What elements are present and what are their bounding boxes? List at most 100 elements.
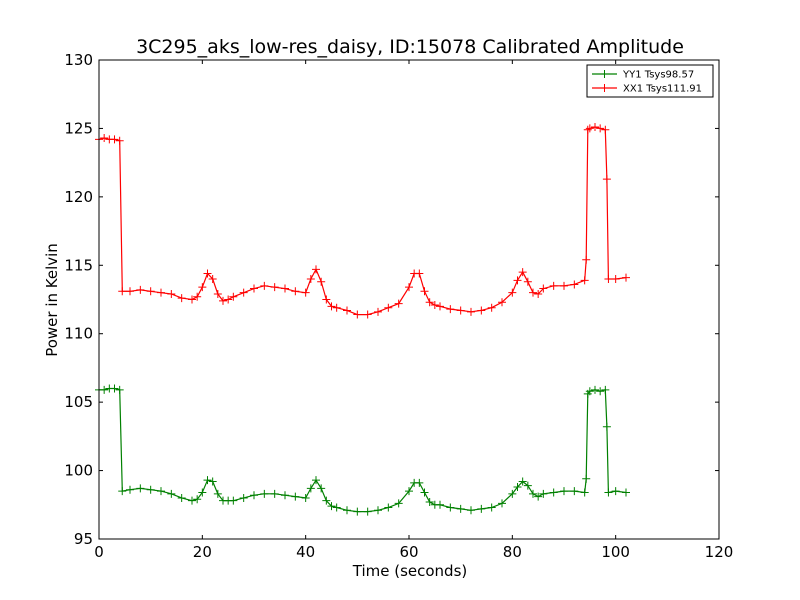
data-point: [487, 303, 496, 312]
data-point: [487, 503, 496, 512]
data-point: [604, 488, 613, 497]
series-1: [95, 123, 630, 319]
data-point: [167, 489, 176, 498]
data-point: [291, 287, 300, 296]
data-point: [430, 300, 439, 309]
data-point: [529, 288, 537, 297]
data-point: [384, 503, 393, 512]
x-tick-label: 120: [705, 543, 734, 561]
y-tick-label: 105: [64, 393, 93, 411]
data-point: [177, 493, 186, 502]
data-point: [498, 499, 506, 508]
data-point: [529, 489, 537, 498]
series-line: [98, 126, 627, 316]
data-point: [436, 302, 444, 311]
data-point: [508, 489, 517, 498]
legend-box: [586, 64, 714, 98]
axis-ticks: 0 20 40 60 80 100 120 95 100 105 110 115 120 125 130: [64, 51, 733, 561]
data-point: [467, 307, 475, 316]
data-point: [596, 387, 605, 396]
data-point: [208, 477, 217, 486]
y-tick-label: 110: [64, 325, 93, 343]
data-point: [250, 284, 258, 293]
data-point: [213, 290, 222, 299]
data-point: [425, 298, 434, 307]
data-point: [498, 298, 506, 307]
data-point: [405, 487, 413, 496]
y-tick-label: 120: [64, 188, 93, 206]
data-point: [224, 295, 233, 304]
data-point: [317, 484, 326, 493]
y-axis-title: Power in Kelvin: [43, 243, 61, 357]
data-point: [100, 134, 109, 143]
data-point: [312, 476, 320, 485]
data-point: [405, 283, 413, 292]
data-point: [582, 474, 591, 483]
data-point: [534, 492, 543, 501]
data-point: [602, 175, 611, 184]
data-point: [539, 489, 548, 498]
data-point: [343, 506, 351, 515]
data-point: [539, 284, 548, 293]
data-point: [602, 422, 611, 431]
data-point: [374, 307, 382, 316]
data-point: [229, 496, 238, 505]
data-point: [585, 387, 594, 396]
data-point: [560, 281, 568, 290]
data-point: [281, 284, 289, 293]
data-point: [446, 305, 455, 314]
data-point: [611, 274, 620, 283]
x-tick-label: 100: [601, 543, 630, 561]
y-tick-label: 130: [64, 51, 93, 69]
data-point: [260, 281, 269, 290]
data-point: [580, 488, 589, 497]
data-point: [518, 268, 527, 277]
legend-marker: [600, 84, 609, 92]
data-point: [332, 303, 341, 312]
y-tick-label: 100: [64, 462, 93, 480]
data-point: [467, 506, 475, 515]
data-point: [518, 477, 527, 486]
series-line: [99, 387, 627, 513]
data-point: [322, 295, 331, 304]
data-point: [446, 503, 455, 512]
data-point: [582, 255, 591, 264]
data-point: [203, 476, 212, 485]
data-point: [560, 487, 568, 496]
data-point: [601, 125, 610, 134]
legend-marker: [600, 70, 609, 78]
data-point: [343, 306, 351, 315]
data-point: [219, 296, 227, 305]
data-point: [301, 288, 310, 297]
series-0: [95, 384, 630, 516]
data-point: [591, 385, 599, 394]
data-point: [317, 277, 326, 286]
data-point: [126, 287, 134, 296]
legend: YY1 Tsys98.57 XX1 Tsys111.91: [586, 64, 714, 98]
x-axis-title: Time (seconds): [352, 562, 468, 580]
data-point: [229, 292, 238, 301]
data-point: [188, 295, 196, 304]
data-point: [281, 491, 289, 500]
data-point: [436, 500, 444, 509]
data-point: [270, 283, 279, 292]
data-point: [157, 288, 165, 297]
data-point: [157, 487, 165, 496]
x-tick-label: 40: [296, 543, 315, 561]
data-point: [583, 125, 592, 134]
data-point: [193, 292, 202, 301]
data-point: [327, 302, 336, 311]
legend-label: YY1 Tsys98.57: [622, 70, 694, 81]
data-point: [456, 306, 465, 315]
data-point: [332, 503, 341, 512]
data-point: [118, 487, 127, 496]
data-point: [146, 287, 155, 296]
data-point: [477, 504, 486, 513]
legend-label: XX1 Tsys111.91: [623, 84, 702, 95]
data-point: [100, 385, 109, 394]
data-point: [601, 385, 610, 394]
data-point: [306, 274, 315, 283]
data-point: [570, 487, 579, 496]
data-point: [213, 489, 222, 498]
data-point: [193, 495, 202, 504]
